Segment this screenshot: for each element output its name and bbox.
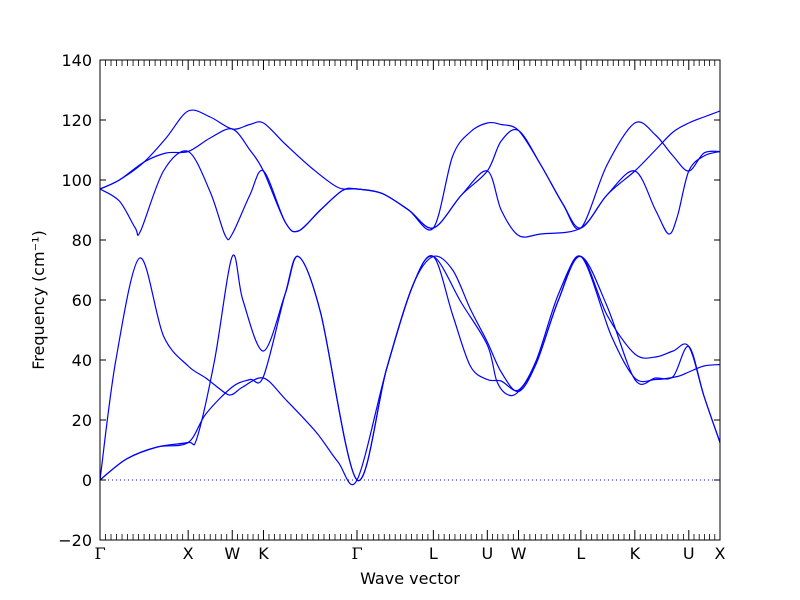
x-kpoint-label: K [630,544,641,563]
phonon-branch-4 [99,150,721,241]
y-axis-label: Frequency (cm⁻¹) [29,230,48,369]
y-tick-label: 40 [72,351,92,370]
y-tick-label: 120 [61,111,92,130]
x-kpoint-label: U [683,544,695,563]
y-tick-label: 60 [72,291,92,310]
y-ticks: −20 0 20 40 60 80 100 120 140 [58,51,720,550]
x-kpoint-label: X [183,544,194,563]
y-tick-label: 20 [72,411,92,430]
series-layer [99,109,721,486]
phonon-branch-5 [99,110,721,233]
phonon-branch-1 [99,255,721,486]
phonon-branch-3 [99,255,721,481]
x-kpoint-label: L [576,544,585,563]
x-kpoint-label: Γ [94,544,105,563]
x-kpoint-label: K [258,544,269,563]
x-kpoint-label: W [224,544,240,563]
x-axis-label: Wave vector [360,569,460,588]
y-tick-label: −20 [58,531,92,550]
x-kpoint-label: X [715,544,726,563]
phonon-branch-6 [99,109,721,231]
y-tick-label: 0 [82,471,92,490]
y-tick-label: 100 [61,171,92,190]
x-kpoint-label: W [511,544,527,563]
x-kpoint-label: L [429,544,438,563]
x-kpoint-label: U [481,544,493,563]
y-tick-label: 80 [72,231,92,250]
phonon-branch-2 [99,254,721,481]
y-tick-label: 140 [61,51,92,70]
x-kpoint-label: Γ [351,544,362,563]
